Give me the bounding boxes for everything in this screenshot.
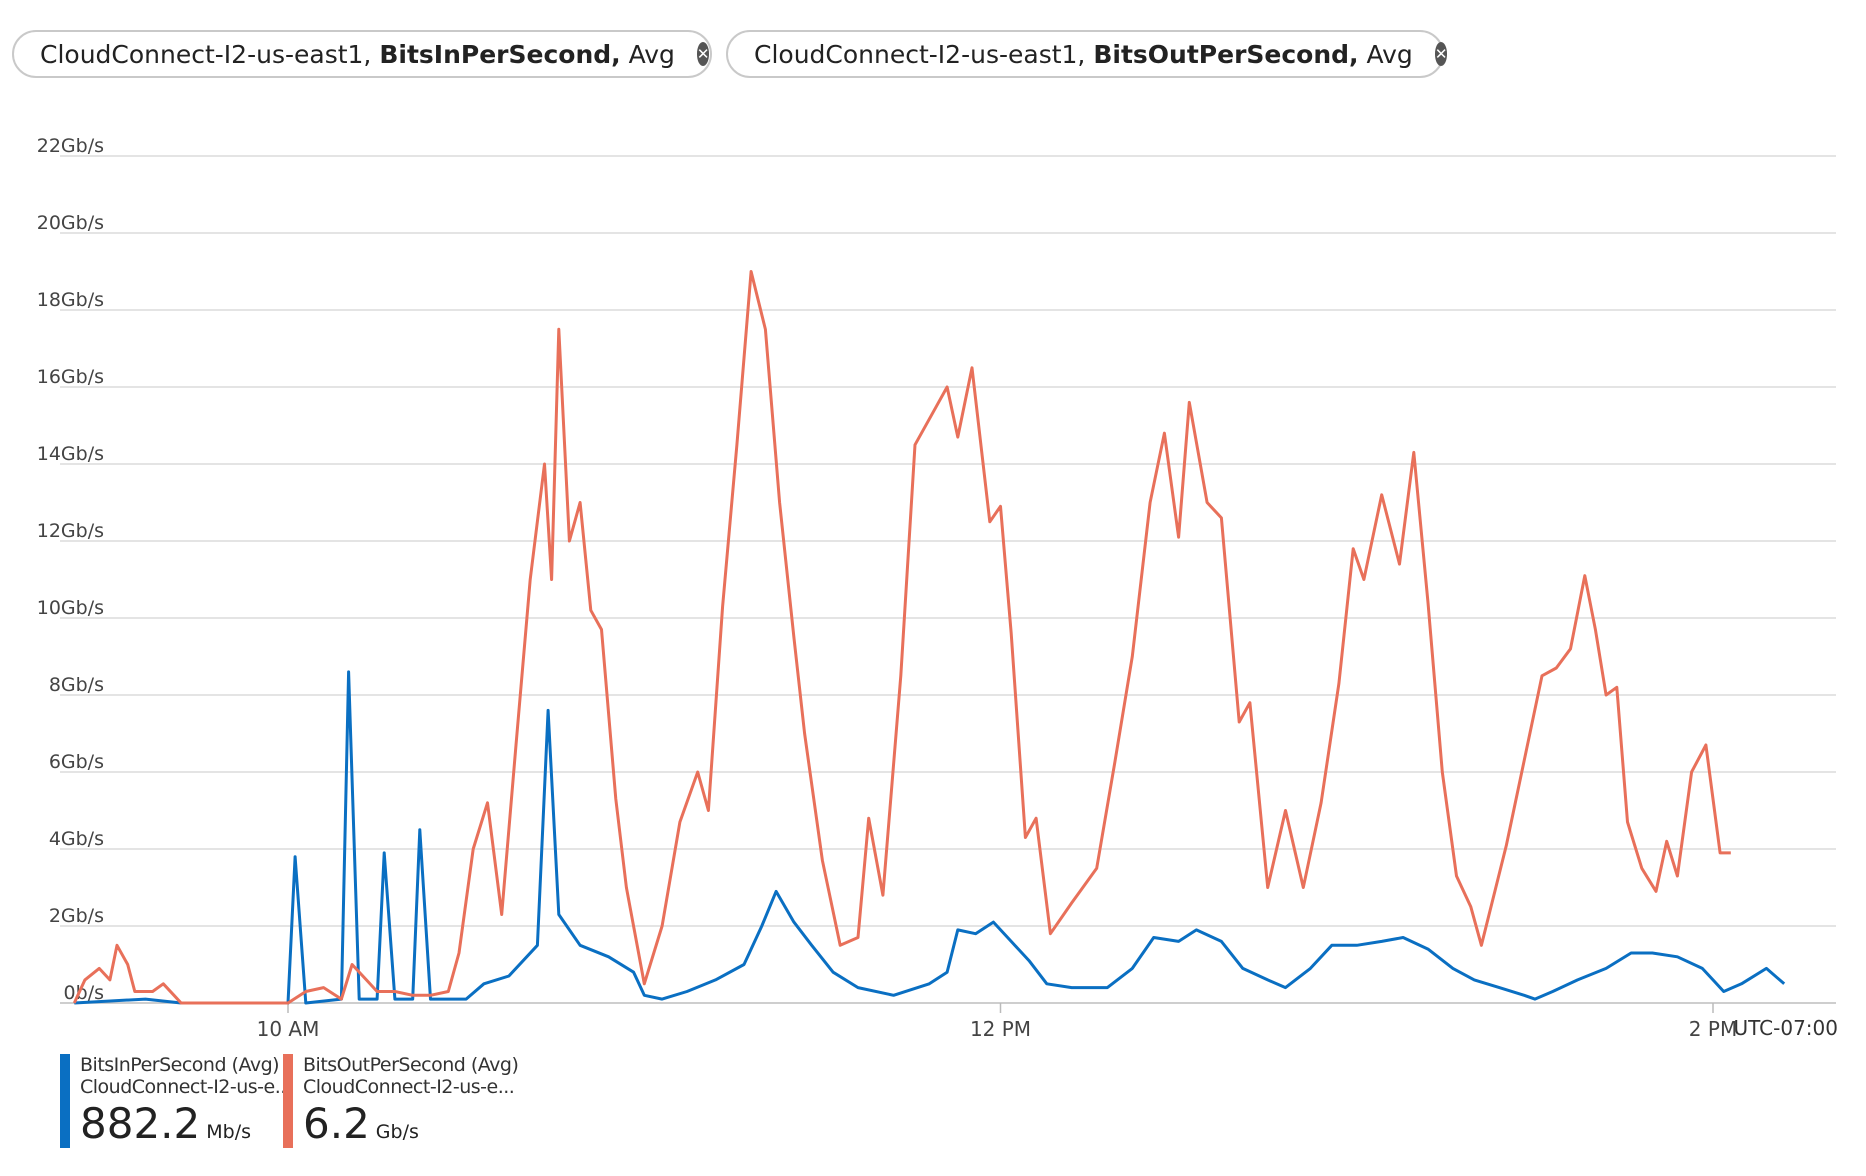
metric-pill-bits-out[interactable]: CloudConnect-I2-us-east1, BitsOutPerSeco… <box>726 30 1448 78</box>
grid <box>60 155 1836 1004</box>
y-tick-label: 6Gb/s <box>49 751 104 773</box>
legend-item-bits-in[interactable]: BitsInPerSecond (Avg) CloudConnect-I2-us… <box>60 1054 292 1158</box>
legend-value: 6.2 Gb/s <box>303 1098 518 1158</box>
close-icon[interactable]: ✕ <box>1434 42 1448 66</box>
y-tick-label: 8Gb/s <box>49 674 104 696</box>
legend-value-number: 6.2 <box>303 1099 370 1148</box>
legend-value: 882.2 Mb/s <box>80 1098 291 1158</box>
legend-color-swatch <box>60 1054 70 1148</box>
y-tick-label: 16Gb/s <box>37 366 104 388</box>
series-lines <box>72 270 1786 1005</box>
x-tick-label: 2 PM <box>1689 1017 1737 1041</box>
y-tick-label: 18Gb/s <box>37 289 104 311</box>
series-line-bits-out <box>72 270 1731 1005</box>
legend-resource-name: CloudConnect-I2-us-e... <box>80 1076 292 1098</box>
x-tick-label: 10 AM <box>257 1017 320 1041</box>
y-tick-label: 2Gb/s <box>49 905 104 927</box>
timezone-label: UTC-07:00 <box>1733 1016 1838 1040</box>
legend-item-bits-out[interactable]: BitsOutPerSecond (Avg) CloudConnect-I2-u… <box>283 1054 519 1158</box>
pill-metric: BitsInPerSecond, <box>379 39 621 69</box>
y-tick-label: 4Gb/s <box>49 828 104 850</box>
y-tick-label: 14Gb/s <box>37 443 104 465</box>
y-tick-label: 10Gb/s <box>37 597 104 619</box>
y-tick-label: 22Gb/s <box>37 135 104 157</box>
x-axis: 10 AM 12 PM 2 PM <box>257 1003 1737 1041</box>
legend-color-swatch <box>283 1054 293 1148</box>
legend-value-unit: Mb/s <box>206 1121 252 1143</box>
metric-pill-bits-in[interactable]: CloudConnect-I2-us-east1, BitsInPerSecon… <box>12 30 712 78</box>
pill-aggregation: Avg <box>1366 39 1413 69</box>
y-tick-label: 20Gb/s <box>37 212 104 234</box>
series-line-bits-in <box>74 670 1786 1005</box>
legend-resource-name: CloudConnect-I2-us-e... <box>303 1076 515 1098</box>
pill-resource: CloudConnect-I2-us-east1, <box>754 39 1086 69</box>
legend-value-number: 882.2 <box>80 1099 201 1148</box>
y-axis: 0b/s 2Gb/s 4Gb/s 6Gb/s 8Gb/s 10Gb/s 12Gb/s 14Gb… <box>37 135 104 1004</box>
pill-resource: CloudConnect-I2-us-east1, <box>40 39 372 69</box>
pill-aggregation: Avg <box>628 39 675 69</box>
legend-value-unit: Gb/s <box>375 1121 419 1143</box>
y-tick-label: 12Gb/s <box>37 520 104 542</box>
x-tick-label: 12 PM <box>970 1017 1031 1041</box>
y-tick-label: 0b/s <box>64 982 104 1004</box>
close-icon[interactable]: ✕ <box>696 42 710 66</box>
legend-series-name: BitsInPerSecond (Avg) <box>80 1054 280 1076</box>
legend-series-name: BitsOutPerSecond (Avg) <box>303 1054 519 1076</box>
pill-metric: BitsOutPerSecond, <box>1093 39 1359 69</box>
line-chart: 0b/s 2Gb/s 4Gb/s 6Gb/s 8Gb/s 10Gb/s 12Gb/s 14Gb… <box>37 135 1838 1041</box>
